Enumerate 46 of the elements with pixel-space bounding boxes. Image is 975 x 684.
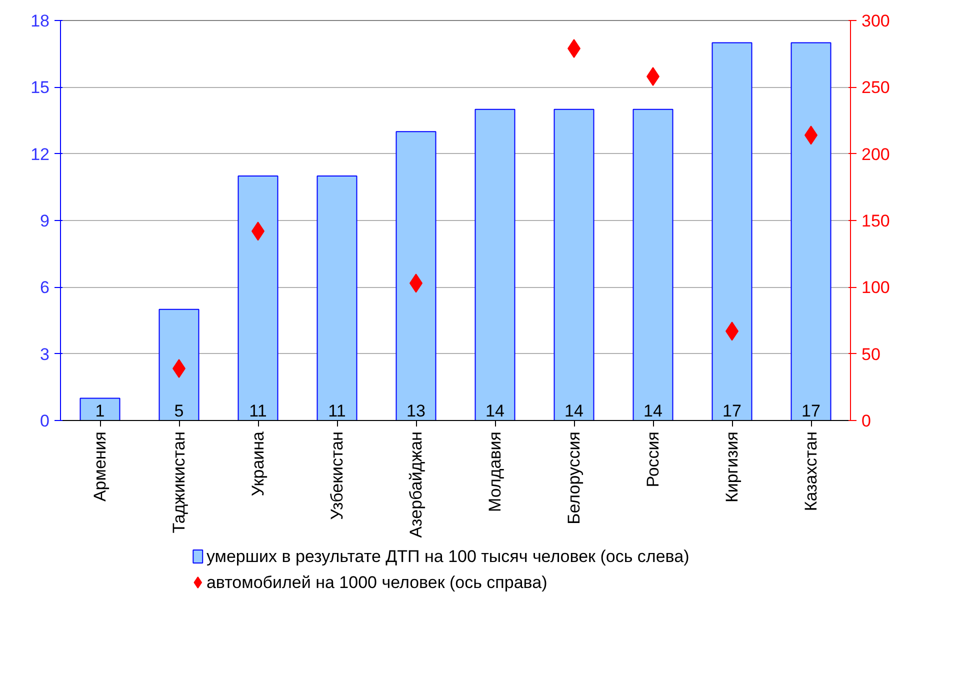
bar	[238, 176, 278, 420]
bar	[316, 176, 358, 420]
x-tick-label: Молдавия	[486, 431, 504, 512]
data-label: 11	[328, 402, 346, 420]
y-tick-label: 12	[30, 144, 50, 164]
x-tick-label: Белоруссия	[564, 431, 584, 524]
y-tick-label: 18	[30, 12, 50, 30]
y-tick-label: 3	[40, 344, 50, 364]
y2-tick-label: 200	[862, 144, 890, 164]
data-label: 17	[802, 402, 820, 420]
bar	[396, 131, 436, 420]
y2-tick-label: 250	[862, 78, 890, 98]
bar	[554, 108, 594, 420]
y2-tick-label: 50	[862, 344, 880, 364]
y2-tick-label: 100	[862, 278, 890, 298]
data-label: 13	[406, 402, 426, 420]
data-label: 14	[644, 402, 662, 420]
x-tick-label: Киргизия	[722, 432, 742, 503]
legend-label: автомобилей на 1000 человек (ось справа)	[206, 573, 548, 592]
y-tick-label: 0	[40, 412, 50, 430]
x-tick-label: Украина	[248, 430, 268, 496]
data-label: 17	[722, 402, 742, 420]
bar	[712, 42, 752, 420]
data-label: 14	[564, 402, 584, 420]
bar	[790, 42, 832, 420]
y-tick-label: 9	[40, 212, 50, 230]
y-tick-label: 15	[30, 78, 50, 98]
data-label: 14	[486, 402, 504, 420]
x-tick-label: Армения	[90, 431, 110, 502]
bar	[80, 398, 120, 420]
y2-tick-label: 0	[862, 412, 871, 430]
data-label: 11	[249, 402, 267, 420]
data-label: 5	[174, 402, 184, 420]
legend-label: умерших в результате ДТП на 100 тысяч человек (ось слева)	[206, 547, 690, 566]
bar	[158, 308, 200, 420]
x-tick-label: Узбекистан	[328, 431, 346, 520]
x-tick-label: Таджикистан	[170, 432, 188, 534]
y2-tick-label: 300	[862, 12, 890, 30]
bar	[632, 108, 674, 420]
y2-tick-label: 150	[862, 212, 890, 230]
x-tick-label: Россия	[644, 432, 662, 488]
x-tick-label: Казахстан	[802, 431, 820, 512]
bar	[474, 108, 516, 420]
data-label: 1	[95, 402, 105, 420]
y-tick-label: 6	[40, 278, 50, 298]
x-tick-label: Азербайджан	[406, 431, 426, 538]
